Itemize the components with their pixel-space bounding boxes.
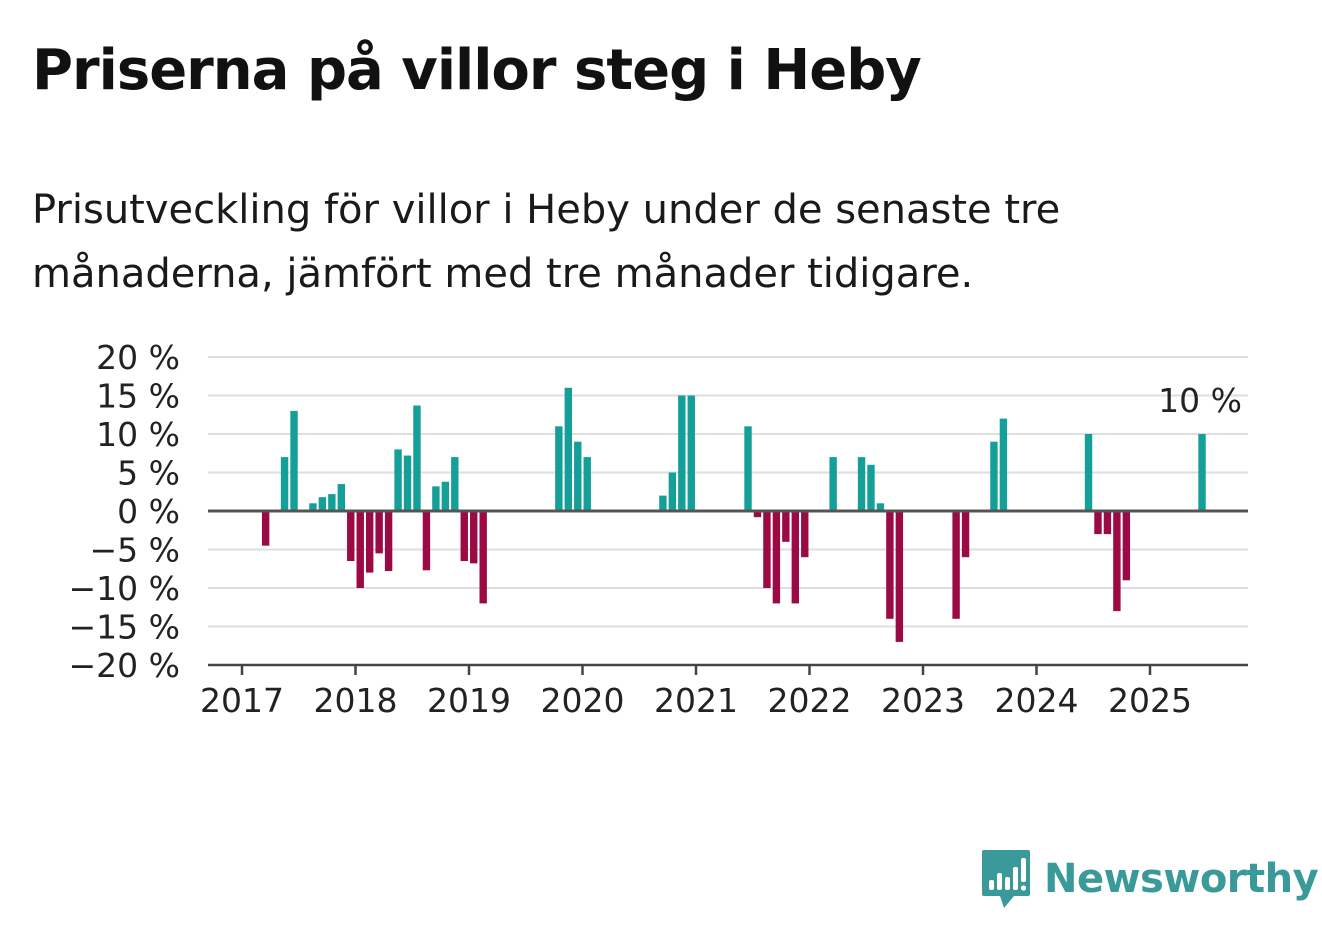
bar — [337, 484, 346, 511]
bar — [782, 511, 790, 542]
x-tick-label: 2023 — [881, 681, 965, 720]
bar — [460, 511, 468, 562]
bar — [555, 426, 563, 511]
bar — [1094, 511, 1102, 535]
x-tick-label: 2018 — [314, 681, 398, 720]
bar — [867, 464, 875, 511]
chart-title: Priserna på villor steg i Heby — [32, 38, 922, 103]
bar — [772, 511, 781, 604]
bar — [574, 441, 582, 511]
x-tick-label: 2025 — [1108, 681, 1192, 720]
bar — [365, 511, 374, 573]
bar — [791, 511, 800, 604]
y-tick-label: −20 % — [69, 646, 181, 685]
y-tick-label: −15 % — [69, 608, 181, 647]
bar — [394, 449, 402, 511]
bar — [261, 511, 270, 546]
y-tick-label: 20 % — [96, 338, 180, 377]
x-tick-label: 2024 — [995, 681, 1079, 720]
bar — [801, 511, 809, 558]
bar — [422, 511, 431, 571]
bar — [1122, 511, 1131, 581]
bar — [479, 511, 487, 604]
bar — [432, 486, 440, 511]
bar — [1198, 434, 1206, 511]
y-tick-label: 5 % — [117, 454, 180, 493]
bar — [583, 457, 591, 511]
bar — [1113, 511, 1121, 612]
bar — [1084, 434, 1093, 511]
x-tick-label: 2021 — [654, 681, 738, 720]
newsworthy-logo: Newsworthy — [980, 848, 1319, 910]
x-tick-label: 2019 — [427, 681, 511, 720]
bar — [687, 395, 695, 511]
y-tick-label: 10 % — [96, 415, 180, 454]
newsworthy-bar-chart-icon — [982, 850, 1030, 908]
bar — [441, 481, 450, 511]
bar — [999, 418, 1008, 511]
bar — [413, 405, 421, 511]
bar — [678, 395, 686, 511]
bar — [375, 511, 383, 554]
bar-chart: 20 %15 %10 %5 %0 %−5 %−10 %−15 %−20 %201… — [69, 338, 1248, 720]
bar — [384, 511, 393, 572]
bar — [328, 494, 336, 511]
bar — [356, 511, 364, 588]
bar — [668, 472, 677, 511]
bar — [753, 511, 762, 518]
bar — [744, 426, 752, 511]
bar — [829, 457, 837, 511]
bar — [886, 511, 894, 619]
bar — [347, 511, 355, 562]
bar — [961, 511, 970, 558]
y-tick-label: 15 % — [96, 377, 180, 416]
chart-subtitle: Prisutveckling för villor i Heby under d… — [32, 187, 1061, 297]
y-tick-label: 0 % — [117, 492, 180, 531]
bar — [876, 503, 885, 511]
latest-value-annotation: 10 % — [1158, 381, 1242, 420]
bar — [309, 503, 317, 511]
bar — [451, 457, 459, 511]
bar — [990, 441, 998, 511]
bar — [403, 455, 412, 511]
brand-name: Newsworthy — [1044, 856, 1319, 902]
bar — [763, 511, 771, 588]
x-tick-label: 2017 — [200, 681, 284, 720]
x-tick-label: 2022 — [768, 681, 852, 720]
x-tick-label: 2020 — [541, 681, 625, 720]
bar — [659, 495, 667, 511]
bar — [564, 387, 573, 511]
y-tick-label: −10 % — [69, 569, 181, 608]
bar — [952, 511, 960, 619]
bar — [1103, 511, 1112, 535]
bar — [857, 457, 866, 511]
bar — [290, 410, 298, 511]
bar — [318, 497, 327, 511]
bar — [895, 511, 904, 642]
bar — [280, 457, 289, 511]
bar — [470, 511, 478, 564]
y-tick-label: −5 % — [90, 531, 181, 570]
